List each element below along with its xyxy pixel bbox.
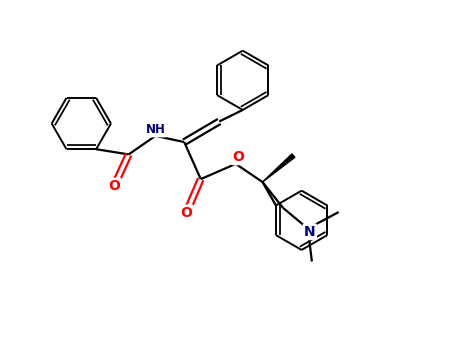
Polygon shape	[263, 154, 295, 182]
Text: O: O	[233, 150, 244, 164]
Text: O: O	[180, 206, 192, 220]
Text: N: N	[304, 225, 316, 239]
Text: O: O	[108, 179, 120, 193]
Text: NH: NH	[146, 123, 165, 136]
